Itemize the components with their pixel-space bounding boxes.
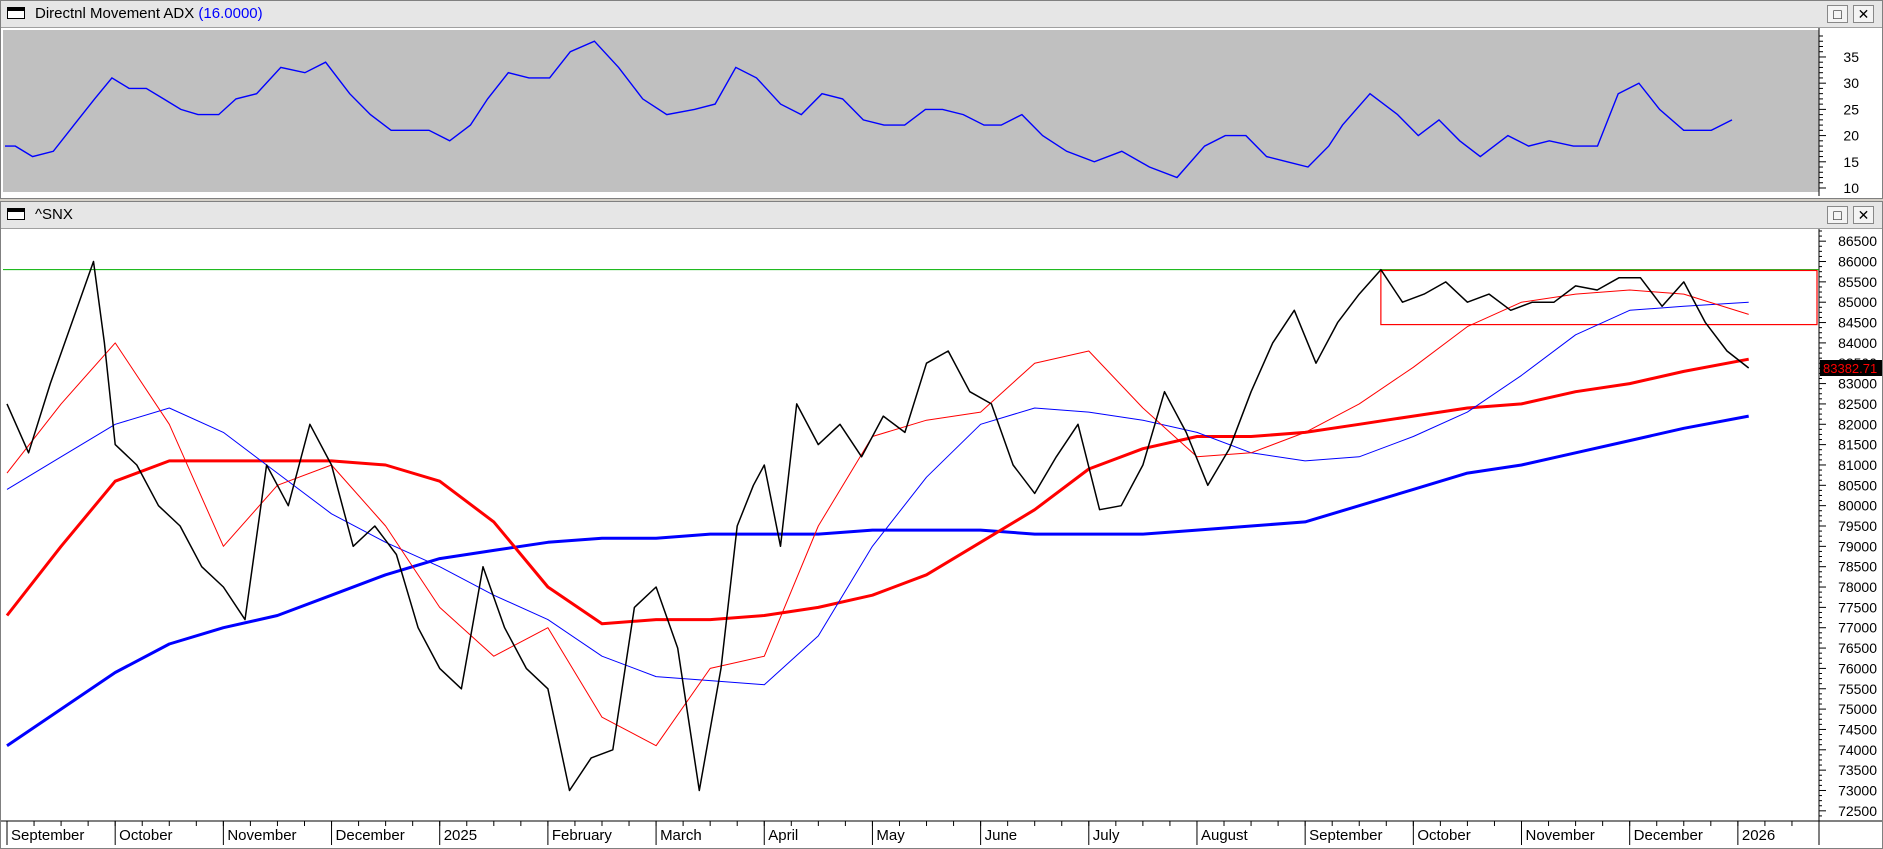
price-x-tick-label: December <box>1634 827 1703 844</box>
window-icon <box>7 7 25 19</box>
price-plot: 72500 73000 73500 74000 74500 75000 75500 76000… <box>1 229 1882 845</box>
medium-ma-line <box>6 301 1749 686</box>
adx-indicator-window: Directnl Movement ADX (16.0000) □ ✕ 10 15… <box>0 0 1883 199</box>
adx-y-tick-label: 15 <box>1843 154 1859 170</box>
price-x-tick-label: 2025 <box>444 827 477 844</box>
price-y-tick-label: 72500 <box>1838 803 1877 819</box>
slow-blue-ma-line <box>6 414 1749 747</box>
price-y-tick-label: 82000 <box>1838 416 1877 432</box>
adx-y-tick-label: 35 <box>1843 49 1859 65</box>
adx-window-title: Directnl Movement ADX (16.0000) <box>35 5 263 22</box>
adx-y-tick-label: 20 <box>1843 128 1859 144</box>
price-y-tick-label: 81500 <box>1838 437 1877 453</box>
price-x-tick-label: 2026 <box>1742 827 1775 844</box>
adx-line <box>5 40 1733 179</box>
adx-maximize-button[interactable]: □ <box>1827 5 1848 23</box>
price-y-tick-label: 77500 <box>1838 599 1877 615</box>
price-y-tick-label: 73000 <box>1838 782 1877 798</box>
price-x-tick-label: December <box>336 827 405 844</box>
price-chart-window: ^SNX □ ✕ 72500 73000 73500 74000 74500 75000 7… <box>0 201 1883 849</box>
price-y-tick-label: 74000 <box>1838 742 1877 758</box>
price-close-button[interactable]: ✕ <box>1853 206 1874 224</box>
price-x-tick-label: September <box>1309 827 1382 844</box>
window-icon <box>7 208 25 220</box>
adx-plot: 10 15 20 25 30 35 <box>3 28 1882 198</box>
price-x-tick-label: February <box>552 827 613 844</box>
price-y-tick-label: 82500 <box>1838 396 1877 412</box>
price-x-tick-label: July <box>1093 827 1120 844</box>
price-y-tick-label: 80000 <box>1838 498 1877 514</box>
adx-period-param: (16.0000) <box>198 5 263 22</box>
adx-close-button[interactable]: ✕ <box>1853 5 1874 23</box>
price-y-tick-label: 86000 <box>1838 254 1877 270</box>
adx-title-label: Directnl Movement ADX <box>35 5 195 22</box>
price-y-tick-label: 85500 <box>1838 274 1877 290</box>
price-x-tick-label: March <box>660 827 702 844</box>
adx-y-tick-label: 30 <box>1843 75 1859 91</box>
adx-y-axis-area <box>1819 28 1882 198</box>
price-y-tick-label: 83000 <box>1838 376 1877 392</box>
price-y-tick-label: 79000 <box>1838 538 1877 554</box>
price-y-tick-label: 81000 <box>1838 457 1877 473</box>
price-x-tick-label: September <box>11 827 84 844</box>
price-y-tick-label: 77000 <box>1838 620 1877 636</box>
price-x-tick-label: June <box>985 827 1018 844</box>
price-y-tick-label: 80500 <box>1838 477 1877 493</box>
last-price-label: 83382.71 <box>1823 361 1877 376</box>
price-y-tick-label: 78500 <box>1838 559 1877 575</box>
price-y-tick-label: 76000 <box>1838 660 1877 676</box>
price-x-tick-label: November <box>1526 827 1595 844</box>
adx-y-tick-label: 10 <box>1843 180 1859 196</box>
price-x-tick-label: November <box>227 827 296 844</box>
price-x-tick-label: August <box>1201 827 1249 844</box>
price-title-bar[interactable]: ^SNX □ ✕ <box>1 202 1882 229</box>
price-y-tick-label: 73500 <box>1838 762 1877 778</box>
price-window-title: ^SNX <box>35 206 73 223</box>
price-y-tick-label: 75000 <box>1838 701 1877 717</box>
price-y-tick-label: 84500 <box>1838 315 1877 331</box>
adx-plot-background <box>3 30 1819 192</box>
price-y-tick-label: 74500 <box>1838 721 1877 737</box>
price-line <box>6 260 1750 792</box>
price-y-tick-label: 75500 <box>1838 681 1877 697</box>
price-y-tick-label: 78000 <box>1838 579 1877 595</box>
price-y-tick-label: 86500 <box>1838 233 1877 249</box>
price-y-tick-label: 85000 <box>1838 294 1877 310</box>
price-x-tick-label: October <box>119 827 172 844</box>
price-x-tick-label: May <box>876 827 905 844</box>
slow-red-ma-line <box>5 357 1749 626</box>
price-plot-background <box>3 231 1819 821</box>
adx-y-tick-label: 25 <box>1843 101 1859 117</box>
price-maximize-button[interactable]: □ <box>1827 206 1848 224</box>
price-y-tick-label: 76500 <box>1838 640 1877 656</box>
price-y-tick-label: 79500 <box>1838 518 1877 534</box>
price-y-tick-label: 84000 <box>1838 335 1877 351</box>
adx-title-bar[interactable]: Directnl Movement ADX (16.0000) □ ✕ <box>1 1 1882 28</box>
last-price-label-bg <box>1820 360 1882 377</box>
price-x-tick-label: October <box>1417 827 1470 844</box>
price-x-tick-label: April <box>768 827 798 844</box>
